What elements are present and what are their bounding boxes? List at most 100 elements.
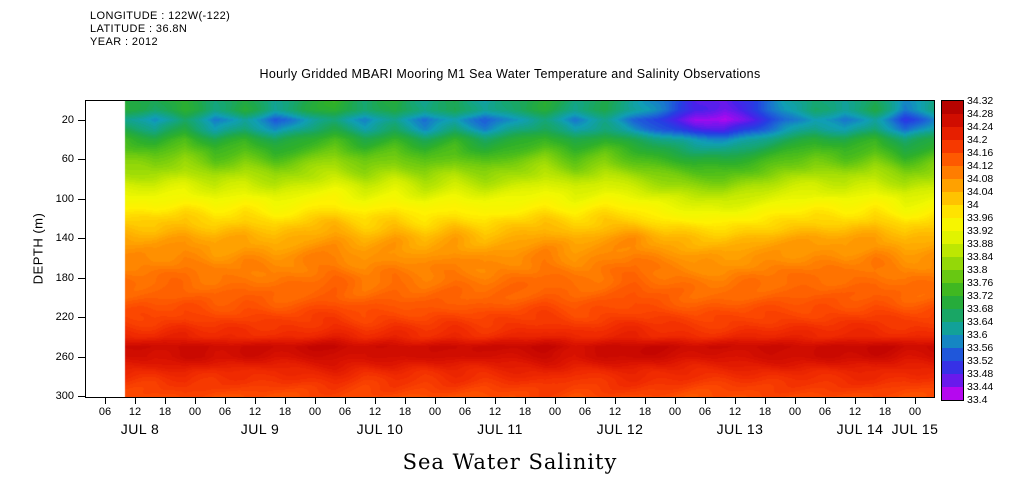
colorbar-tick-label: 33.76: [967, 277, 994, 289]
colorbar-segment: [942, 192, 963, 205]
colorbar-segment: [942, 218, 963, 231]
x-tick-mark: [195, 398, 196, 404]
y-tick-label: 220: [55, 311, 74, 324]
y-tick-label: 260: [55, 350, 74, 363]
colorbar-tick-label: 33.52: [967, 355, 994, 367]
x-tick-mark: [585, 398, 586, 404]
x-tick-label: 12: [728, 406, 742, 418]
x-tick-label: 00: [908, 406, 922, 418]
x-tick-mark: [555, 398, 556, 404]
colorbar-tick-label: 33.44: [967, 381, 994, 393]
colorbar-tick-label: 33.6: [967, 329, 988, 341]
colorbar-tick-label: 34.08: [967, 173, 994, 185]
x-tick-mark: [135, 398, 136, 404]
x-tick-label: 06: [818, 406, 832, 418]
colorbar-segment: [942, 166, 963, 179]
x-date-label: JUL 8: [120, 421, 160, 437]
metadata-block: LONGITUDE : 122W(-122) LATITUDE : 36.8N …: [90, 10, 230, 49]
x-tick-label: 00: [428, 406, 442, 418]
y-tick-mark: [78, 198, 85, 200]
x-tick-label: 18: [878, 406, 892, 418]
x-tick-mark: [885, 398, 886, 404]
x-tick-mark: [495, 398, 496, 404]
x-tick-label: 18: [638, 406, 652, 418]
x-tick-label: 00: [548, 406, 562, 418]
colorbar-tick-label: 34.04: [967, 186, 994, 198]
x-tick-label: 06: [218, 406, 232, 418]
y-tick-label: 20: [61, 113, 74, 126]
colorbar-segment: [942, 205, 963, 218]
x-date-label: JUL 10: [356, 421, 404, 437]
colorbar-segment: [942, 309, 963, 322]
colorbar-tick-label: 33.72: [967, 290, 994, 302]
colorbar-segment: [942, 374, 963, 387]
x-tick-mark: [435, 398, 436, 404]
colorbar-tick-label: 34.28: [967, 108, 994, 120]
plot-title: Hourly Gridded MBARI Mooring M1 Sea Wate…: [259, 67, 761, 81]
y-tick-mark: [78, 356, 85, 358]
x-tick-label: 18: [158, 406, 172, 418]
colorbar-segment: [942, 244, 963, 257]
x-tick-mark: [675, 398, 676, 404]
y-tick-label: 180: [55, 271, 74, 284]
colorbar-tick-label: 33.68: [967, 303, 994, 315]
colorbar-tick-label: 33.92: [967, 225, 994, 237]
colorbar-tick-label: 34.24: [967, 121, 994, 133]
x-tick-label: 18: [278, 406, 292, 418]
colorbar-tick-label: 34.12: [967, 160, 994, 172]
x-date-label: JUL 13: [716, 421, 764, 437]
colorbar-segment: [942, 361, 963, 374]
colorbar-segment: [942, 348, 963, 361]
y-tick-label: 140: [55, 232, 74, 245]
x-tick-label: 18: [398, 406, 412, 418]
colorbar-segment: [942, 387, 963, 400]
x-tick-mark: [255, 398, 256, 404]
x-tick-mark: [825, 398, 826, 404]
y-tick-label: 60: [61, 153, 74, 166]
x-tick-mark: [225, 398, 226, 404]
colorbar-segment: [942, 101, 963, 114]
x-tick-mark: [375, 398, 376, 404]
y-tick-label: 100: [55, 192, 74, 205]
colorbar-tick-label: 33.88: [967, 238, 994, 250]
x-tick-mark: [915, 398, 916, 404]
year-label: YEAR : 2012: [90, 36, 158, 48]
x-tick-mark: [855, 398, 856, 404]
salinity-heatmap-canvas: [85, 100, 935, 398]
colorbar-segment: [942, 179, 963, 192]
x-tick-mark: [405, 398, 406, 404]
colorbar-segment: [942, 257, 963, 270]
x-tick-label: 12: [128, 406, 142, 418]
colorbar-tick-label: 33.8: [967, 264, 988, 276]
colorbar-tick-label: 34.16: [967, 147, 994, 159]
x-axis-bottom-title: Sea Water Salinity: [402, 450, 618, 474]
x-tick-label: 06: [98, 406, 112, 418]
x-tick-label: 12: [848, 406, 862, 418]
x-tick-label: 12: [248, 406, 262, 418]
colorbar-segment: [942, 283, 963, 296]
x-tick-label: 06: [458, 406, 472, 418]
colorbar-segment: [942, 270, 963, 283]
x-tick-mark: [645, 398, 646, 404]
x-tick-label: 06: [578, 406, 592, 418]
latitude-label: LATITUDE : 36.8N: [90, 23, 188, 35]
x-tick-label: 00: [188, 406, 202, 418]
x-date-label: JUL 15: [891, 421, 939, 437]
x-date-label: JUL 11: [477, 421, 523, 437]
colorbar-tick-label: 33.96: [967, 212, 994, 224]
x-date-label: JUL 12: [596, 421, 644, 437]
y-tick-mark: [78, 277, 85, 279]
colorbar-segment: [942, 335, 963, 348]
y-tick-label: 300: [55, 390, 74, 403]
x-tick-mark: [735, 398, 736, 404]
x-tick-label: 18: [518, 406, 532, 418]
x-tick-label: 12: [488, 406, 502, 418]
colorbar-tick-label: 33.64: [967, 316, 994, 328]
x-tick-mark: [285, 398, 286, 404]
y-tick-mark: [78, 238, 85, 240]
colorbar-segment: [942, 140, 963, 153]
y-tick-mark: [78, 159, 85, 161]
x-date-label: JUL 9: [240, 421, 280, 437]
x-tick-label: 12: [608, 406, 622, 418]
